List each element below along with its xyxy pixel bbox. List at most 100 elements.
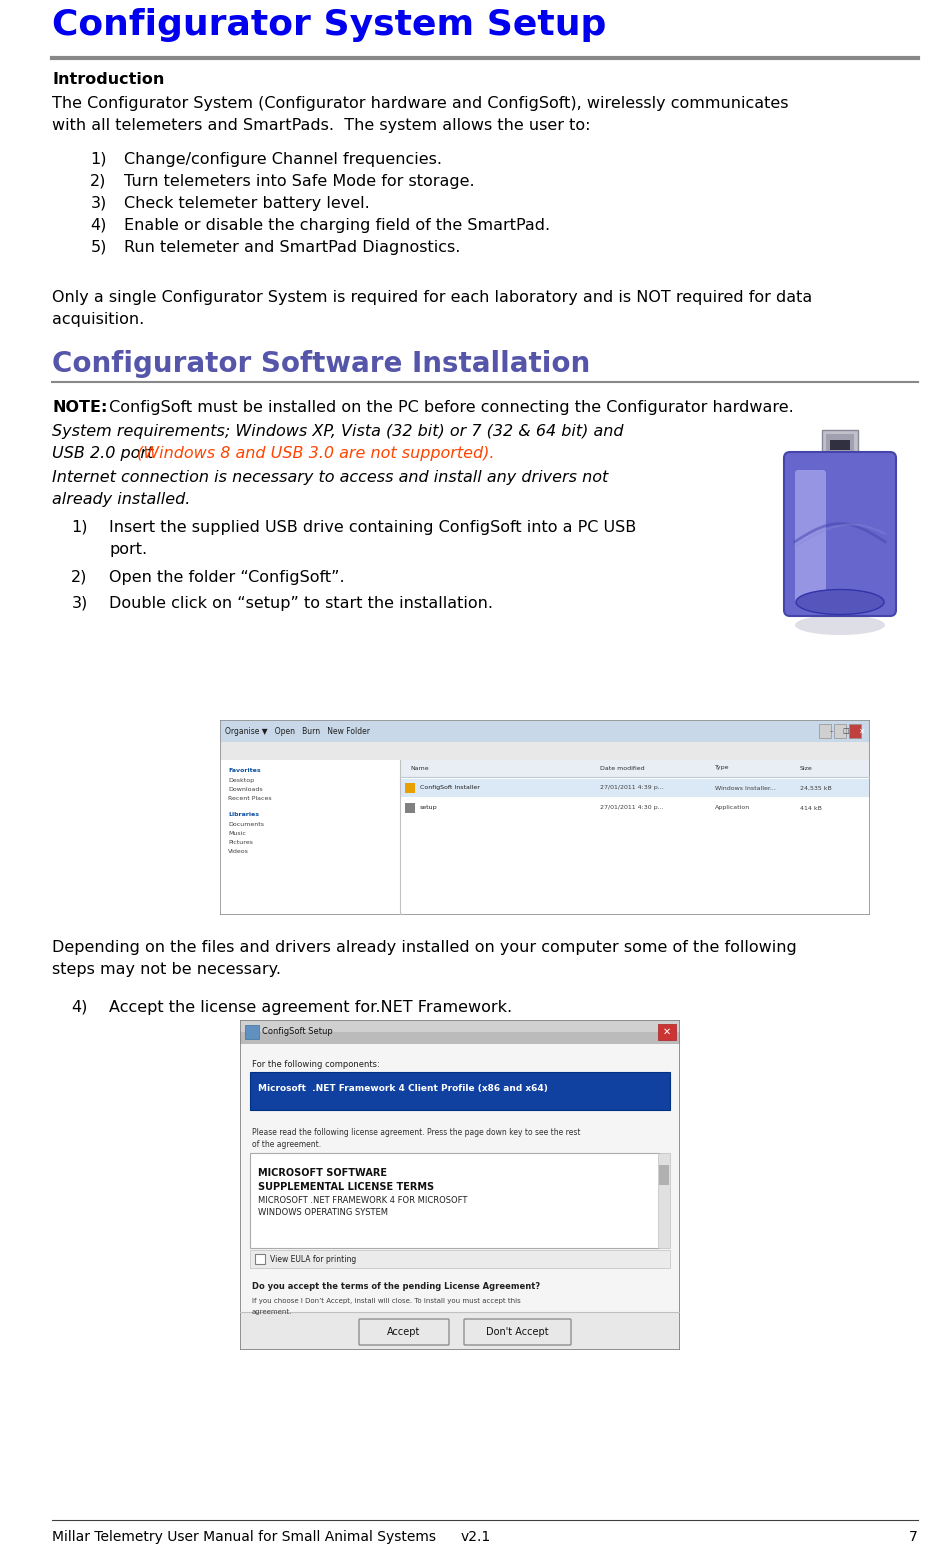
Bar: [400, 799, 870, 816]
Bar: [255, 1254, 265, 1263]
Text: Music: Music: [228, 830, 246, 837]
Text: 2): 2): [71, 570, 87, 585]
Text: Favorites: Favorites: [228, 768, 261, 773]
Text: Only a single Configurator System is required for each laboratory and is NOT req: Only a single Configurator System is req…: [52, 290, 812, 306]
Text: of the agreement.: of the agreement.: [252, 1141, 321, 1148]
Text: already installed.: already installed.: [52, 492, 191, 508]
Text: Accept: Accept: [387, 1327, 420, 1336]
Text: 27/01/2011 4:30 p...: 27/01/2011 4:30 p...: [600, 805, 664, 810]
FancyBboxPatch shape: [464, 1319, 571, 1346]
Bar: [658, 1024, 676, 1040]
Text: Do you accept the terms of the pending License Agreement?: Do you accept the terms of the pending L…: [252, 1282, 540, 1291]
Text: Organise ▼   Open   Burn   New Folder: Organise ▼ Open Burn New Folder: [225, 726, 370, 736]
Text: acquisition.: acquisition.: [52, 312, 145, 327]
Text: Introduction: Introduction: [52, 71, 165, 87]
Text: USB 2.0 port: USB 2.0 port: [52, 445, 159, 461]
Text: ✕: ✕: [663, 1027, 671, 1037]
Text: with all telemeters and SmartPads.  The system allows the user to:: with all telemeters and SmartPads. The s…: [52, 118, 591, 133]
Bar: [240, 1020, 680, 1044]
Text: port.: port.: [109, 542, 147, 557]
Bar: [659, 1166, 669, 1186]
Text: 4): 4): [90, 217, 107, 233]
Text: Windows Installer...: Windows Installer...: [715, 785, 776, 790]
FancyBboxPatch shape: [822, 430, 858, 458]
Text: MICROSOFT .NET FRAMEWORK 4 FOR MICROSOFT: MICROSOFT .NET FRAMEWORK 4 FOR MICROSOFT: [258, 1197, 467, 1204]
Text: ✕: ✕: [858, 726, 864, 736]
Bar: [405, 784, 415, 793]
Bar: [849, 723, 861, 739]
Text: Desktop: Desktop: [228, 778, 254, 784]
Text: 7: 7: [909, 1530, 918, 1544]
Text: agreement.: agreement.: [252, 1308, 292, 1315]
Bar: [250, 1249, 670, 1268]
Text: Recent Places: Recent Places: [228, 796, 272, 801]
Text: Double click on “setup” to start the installation.: Double click on “setup” to start the ins…: [109, 596, 494, 611]
Text: View EULA for printing: View EULA for printing: [270, 1254, 357, 1263]
Bar: [250, 1072, 670, 1110]
Text: Millar Telemetry User Manual for Small Animal Systems: Millar Telemetry User Manual for Small A…: [52, 1530, 437, 1544]
Text: Date modified: Date modified: [600, 765, 645, 770]
Bar: [240, 1020, 680, 1032]
FancyBboxPatch shape: [784, 452, 896, 616]
Text: steps may not be necessary.: steps may not be necessary.: [52, 962, 281, 978]
Bar: [830, 441, 850, 450]
Text: Open the folder “ConfigSoft”.: Open the folder “ConfigSoft”.: [109, 570, 345, 585]
Text: Libraries: Libraries: [228, 812, 259, 816]
Text: 27/01/2011 4:39 p...: 27/01/2011 4:39 p...: [600, 785, 664, 790]
Text: 4): 4): [71, 999, 87, 1015]
Text: –: –: [829, 728, 833, 734]
Text: System requirements; Windows XP, Vista (32 bit) or 7 (32 & 64 bit) and: System requirements; Windows XP, Vista (…: [52, 424, 624, 439]
Text: 3): 3): [71, 596, 87, 611]
Text: Documents: Documents: [228, 823, 264, 827]
Ellipse shape: [795, 615, 885, 635]
Text: setup: setup: [420, 805, 437, 810]
Text: Accept the license agreement for.NET Framework.: Accept the license agreement for.NET Fra…: [109, 999, 513, 1015]
Bar: [220, 742, 870, 760]
Text: Videos: Videos: [228, 849, 249, 854]
Text: SUPPLEMENTAL LICENSE TERMS: SUPPLEMENTAL LICENSE TERMS: [258, 1183, 434, 1192]
Text: Configurator System Setup: Configurator System Setup: [52, 8, 607, 42]
Text: Application: Application: [715, 805, 750, 810]
Ellipse shape: [796, 590, 884, 615]
Bar: [834, 723, 846, 739]
Text: Depending on the files and drivers already installed on your computer some of th: Depending on the files and drivers alrea…: [52, 941, 797, 954]
Text: Name: Name: [410, 765, 429, 770]
Text: Turn telemeters into Safe Mode for storage.: Turn telemeters into Safe Mode for stora…: [124, 174, 475, 189]
Bar: [250, 1153, 660, 1248]
Text: Type: Type: [715, 765, 729, 770]
Text: Change/configure Channel frequencies.: Change/configure Channel frequencies.: [124, 152, 441, 168]
Text: MICROSOFT SOFTWARE: MICROSOFT SOFTWARE: [258, 1169, 387, 1178]
Text: (Windows 8 and USB 3.0 are not supported).: (Windows 8 and USB 3.0 are not supported…: [137, 445, 495, 461]
Text: Microsoft  .NET Framework 4 Client Profile (x86 and x64): Microsoft .NET Framework 4 Client Profil…: [258, 1083, 548, 1093]
Text: Enable or disable the charging field of the SmartPad.: Enable or disable the charging field of …: [124, 217, 550, 233]
Text: Check telemeter battery level.: Check telemeter battery level.: [124, 196, 369, 211]
Text: Please read the following license agreement. Press the page down key to see the : Please read the following license agreem…: [252, 1128, 580, 1138]
Text: For the following components:: For the following components:: [252, 1060, 379, 1069]
Text: Size: Size: [800, 765, 813, 770]
Bar: [240, 1311, 680, 1350]
Bar: [220, 720, 870, 742]
Text: ConfigSoft must be installed on the PC before connecting the Configurator hardwa: ConfigSoft must be installed on the PC b…: [105, 400, 794, 414]
Bar: [245, 1024, 259, 1038]
Text: The Configurator System (Configurator hardware and ConfigSoft), wirelessly commu: The Configurator System (Configurator ha…: [52, 96, 788, 112]
Text: Configurator Software Installation: Configurator Software Installation: [52, 351, 591, 379]
Text: Pictures: Pictures: [228, 840, 253, 844]
Text: 2): 2): [90, 174, 107, 189]
Text: 1): 1): [90, 152, 107, 168]
Text: v2.1: v2.1: [460, 1530, 491, 1544]
Bar: [819, 723, 831, 739]
FancyBboxPatch shape: [359, 1319, 449, 1346]
Bar: [400, 779, 870, 798]
Text: WINDOWS OPERATING SYSTEM: WINDOWS OPERATING SYSTEM: [258, 1207, 388, 1217]
Text: Run telemeter and SmartPad Diagnostics.: Run telemeter and SmartPad Diagnostics.: [124, 241, 460, 255]
FancyBboxPatch shape: [795, 470, 826, 604]
Text: If you choose I Don’t Accept, install will close. To install you must accept thi: If you choose I Don’t Accept, install wi…: [252, 1297, 521, 1304]
Text: 24,535 kB: 24,535 kB: [800, 785, 832, 790]
Text: Insert the supplied USB drive containing ConfigSoft into a PC USB: Insert the supplied USB drive containing…: [109, 520, 636, 535]
Bar: [405, 802, 415, 813]
Text: 414 kB: 414 kB: [800, 805, 822, 810]
Text: NOTE:: NOTE:: [52, 400, 107, 414]
Text: 3): 3): [90, 196, 107, 211]
Text: 5): 5): [90, 241, 107, 255]
Text: ConfigSoft Setup: ConfigSoft Setup: [262, 1027, 333, 1037]
